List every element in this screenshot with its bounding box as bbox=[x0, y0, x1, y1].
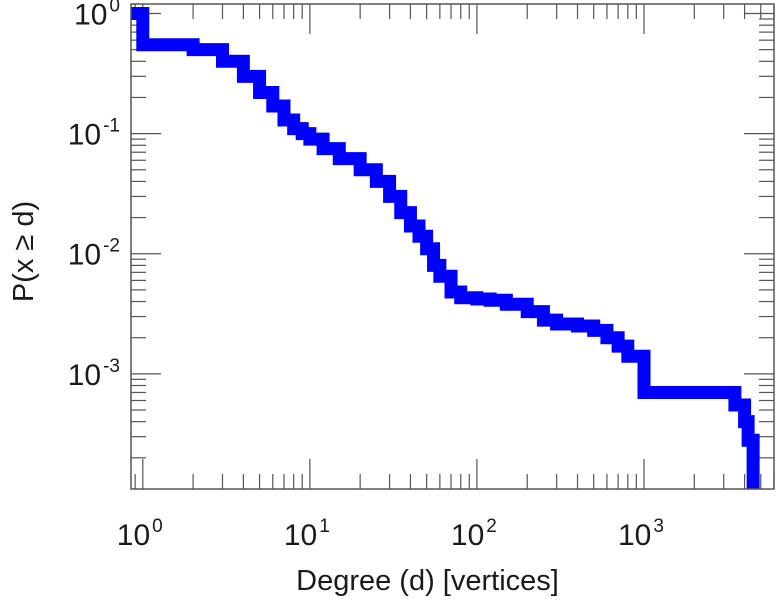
series-line bbox=[131, 7, 760, 489]
x-tick-label: 10 0 bbox=[117, 516, 163, 552]
y-tick-label: 10 -1 bbox=[68, 116, 120, 152]
y-tick-label: 10 0 bbox=[74, 0, 120, 32]
x-tick-label: 10 3 bbox=[618, 516, 664, 552]
tick-marks bbox=[131, 4, 775, 489]
x-tick-label: 10 2 bbox=[451, 516, 497, 552]
tick-labels: 10 0 10 1 10 2 10 3 10 0 10 -1 10 -2 10 -3 bbox=[68, 0, 664, 552]
series-layer bbox=[131, 7, 760, 489]
x-tick-label: 10 1 bbox=[284, 516, 330, 552]
y-tick-label: 10 -2 bbox=[68, 236, 120, 272]
y-tick-label: 10 -3 bbox=[68, 356, 120, 392]
x-axis-title: Degree (d) [vertices] bbox=[296, 565, 559, 597]
y-axis-title: P(x ≥ d) bbox=[8, 201, 40, 302]
plot-frame bbox=[130, 3, 775, 490]
